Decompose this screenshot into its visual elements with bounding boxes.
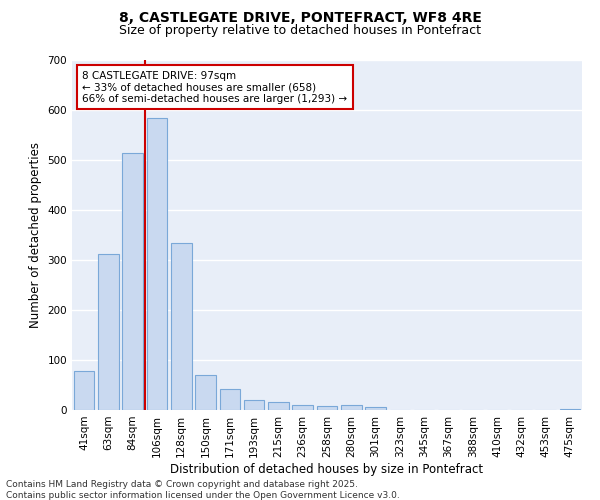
Bar <box>171 242 191 410</box>
Text: Contains HM Land Registry data © Crown copyright and database right 2025.
Contai: Contains HM Land Registry data © Crown c… <box>6 480 400 500</box>
Y-axis label: Number of detached properties: Number of detached properties <box>29 142 42 328</box>
Bar <box>560 408 580 410</box>
Bar <box>220 389 240 410</box>
Bar <box>317 406 337 410</box>
Bar <box>244 400 265 410</box>
X-axis label: Distribution of detached houses by size in Pontefract: Distribution of detached houses by size … <box>170 462 484 475</box>
Bar <box>122 152 143 410</box>
Text: 8, CASTLEGATE DRIVE, PONTEFRACT, WF8 4RE: 8, CASTLEGATE DRIVE, PONTEFRACT, WF8 4RE <box>119 11 481 25</box>
Bar <box>195 375 216 410</box>
Bar <box>268 402 289 410</box>
Bar <box>365 406 386 410</box>
Bar <box>341 405 362 410</box>
Text: 8 CASTLEGATE DRIVE: 97sqm
← 33% of detached houses are smaller (658)
66% of semi: 8 CASTLEGATE DRIVE: 97sqm ← 33% of detac… <box>82 70 347 104</box>
Bar <box>98 254 119 410</box>
Bar <box>292 405 313 410</box>
Text: Size of property relative to detached houses in Pontefract: Size of property relative to detached ho… <box>119 24 481 37</box>
Bar <box>146 118 167 410</box>
Bar <box>74 371 94 410</box>
